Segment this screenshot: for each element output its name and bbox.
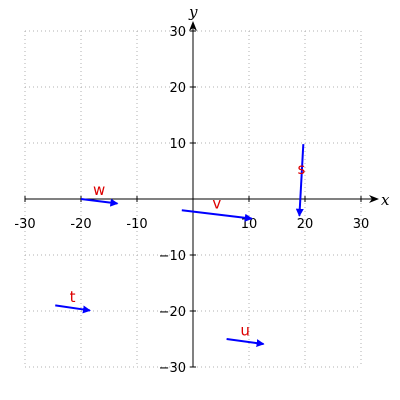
vector-label: w <box>93 181 105 199</box>
x-tick-label: -20 <box>70 217 91 232</box>
y-tick-label: 30 <box>169 25 186 40</box>
axes: x y <box>25 3 390 367</box>
vector-w: w <box>80 181 119 207</box>
y-tick-label: −10 <box>159 249 186 264</box>
y-axis-label: y <box>188 3 198 21</box>
y-tick-label: −30 <box>159 361 186 376</box>
vector-label: t <box>70 288 76 306</box>
vector-label: s <box>297 160 305 178</box>
y-tick-label: 20 <box>169 81 186 96</box>
vector-label: u <box>240 322 250 340</box>
vector-arrow <box>181 209 253 222</box>
y-tick-label: 10 <box>169 137 186 152</box>
vector-u: u <box>226 322 265 348</box>
x-axis-label: x <box>381 191 390 209</box>
vector-v: v <box>181 194 253 222</box>
x-tick-label: -10 <box>126 217 147 232</box>
vector-arrow <box>80 198 119 207</box>
x-tick-label: 20 <box>297 217 314 232</box>
vector-arrow <box>55 304 91 314</box>
x-tick-label: 30 <box>353 217 370 232</box>
vector-arrow <box>226 338 265 348</box>
y-tick-label: −20 <box>159 305 186 320</box>
vector-t: t <box>55 288 91 314</box>
vectors: s w v t u <box>55 144 305 348</box>
vector-label: v <box>212 194 221 212</box>
vector-arrow <box>295 144 305 217</box>
vector-s: s <box>295 144 305 217</box>
x-tick-label: -30 <box>14 217 35 232</box>
